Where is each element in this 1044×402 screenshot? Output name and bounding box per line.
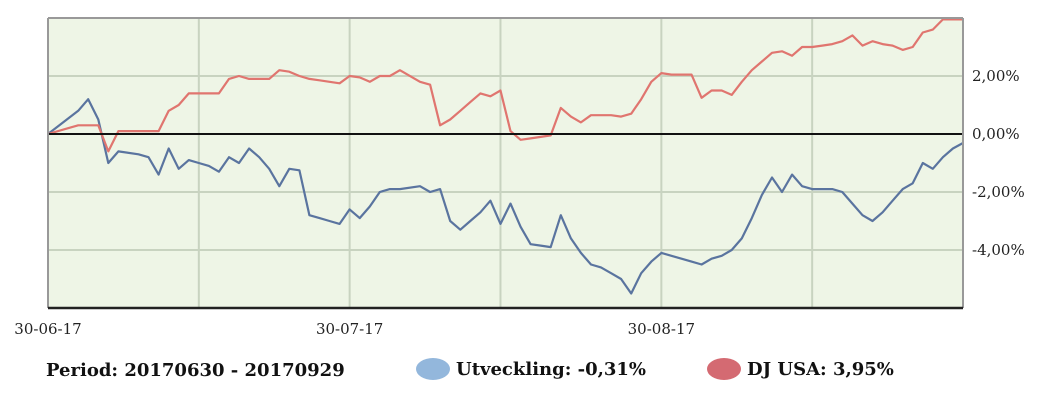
chart-footer: Period: 20170630 - 20170929 Utveckling: … [0, 358, 1044, 388]
series-line-dj-usa [47, 18, 963, 153]
y-tick-label: -4,00% [972, 241, 1025, 259]
y-tick-label: 0,00% [972, 125, 1020, 143]
grid [48, 18, 963, 308]
legend-item-utveckling: Utveckling: -0,31% [416, 358, 646, 380]
y-tick-label: 2,00% [972, 67, 1020, 85]
legend-label-dj-usa: DJ USA: 3,95% [747, 358, 894, 380]
period-label: Period: 20170630 - 20170929 [46, 360, 345, 381]
line-chart: 2,00% 0,00% -2,00% -4,00% 30-06-17 30-07-17 30… [14, 17, 1025, 338]
x-tick-label: 30-07-17 [316, 320, 383, 338]
tick-labels: 2,00% 0,00% -2,00% -4,00% 30-06-17 30-07-17 30… [14, 67, 1024, 338]
legend-swatch-dj-usa [707, 358, 741, 380]
plot-frame [47, 17, 964, 310]
x-tick-label: 30-08-17 [628, 320, 695, 338]
series-lines [47, 18, 964, 295]
legend-label-utveckling: Utveckling: -0,31% [456, 358, 647, 380]
legend-swatch-utveckling [416, 358, 450, 380]
legend-item-dj-usa: DJ USA: 3,95% [707, 358, 894, 380]
x-tick-label: 30-06-17 [14, 320, 81, 338]
y-tick-label: -2,00% [972, 183, 1025, 201]
series-line-utveckling [47, 98, 964, 295]
